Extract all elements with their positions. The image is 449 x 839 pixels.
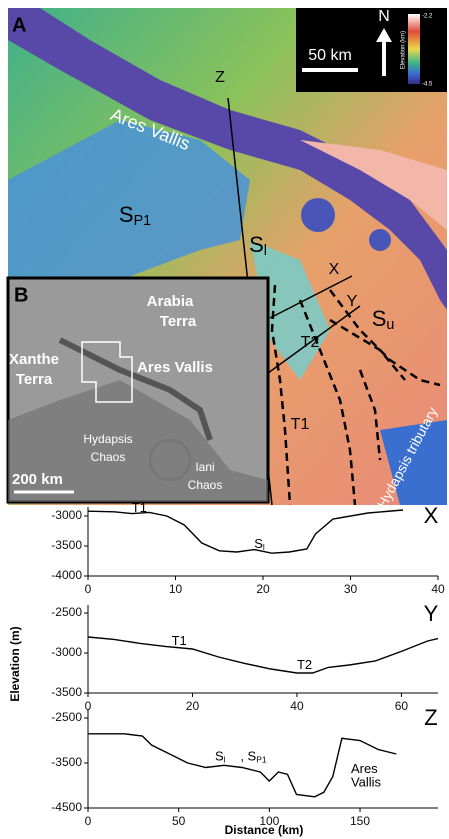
inset-label: Chaos <box>91 450 126 464</box>
inset-label: Terra <box>160 313 197 330</box>
inset: 200 km B Arabia Terra Xanthe Terra Ares Vall… <box>8 278 268 502</box>
map-label-sub: P1 <box>134 213 152 229</box>
figure: 50 km N -2.2 -4.5 Elevation (km) A Ares … <box>0 0 449 839</box>
x-tick-label: 20 <box>186 699 200 713</box>
inset-label: Ares Vallis <box>137 359 213 376</box>
map-label-main: S <box>372 306 387 331</box>
inset-label: Hydapsis <box>83 432 132 446</box>
map: 50 km N -2.2 -4.5 Elevation (km) A Ares … <box>8 8 447 511</box>
map-label-main: S <box>249 232 264 257</box>
map-label: T2 <box>301 334 320 351</box>
annotation: T2 <box>297 657 312 672</box>
x-tick-label: 20 <box>256 582 270 596</box>
annotation-main: T1 <box>132 500 147 515</box>
colorbar-title: Elevation (km) <box>401 31 407 69</box>
x-tick-label: 30 <box>344 582 358 596</box>
annotation-sub: l <box>263 542 265 552</box>
inset-panel-label: B <box>14 284 28 306</box>
crater <box>301 198 335 232</box>
annotation: , SP1 <box>240 749 267 765</box>
profile-line <box>88 510 403 553</box>
annotation-main: S <box>215 749 224 764</box>
colorbar <box>408 14 420 84</box>
colorbar-max: -2.2 <box>422 14 433 20</box>
annotation: T1 <box>132 500 147 515</box>
inset-label: Iani <box>195 460 214 474</box>
y-tick-label: -2500 <box>51 605 82 619</box>
crater <box>369 229 391 251</box>
map-label: Z <box>215 69 225 86</box>
annotation-main: T2 <box>297 657 312 672</box>
inset-label: Xanthe <box>9 351 59 368</box>
map-label-sub: u <box>386 317 394 333</box>
inset-scale-label: 200 km <box>12 471 63 488</box>
y-tick-label: -3500 <box>51 685 82 699</box>
map-label-main: Y <box>347 293 358 310</box>
y-tick-label: -4500 <box>51 800 82 814</box>
profile-label: Z <box>424 705 437 730</box>
map-label-main: T2 <box>301 334 320 351</box>
x-tick-label: 0 <box>85 814 92 828</box>
map-label-main: Z <box>215 69 225 86</box>
x-tick-label: 100 <box>259 814 279 828</box>
x-tick-label: 10 <box>169 582 183 596</box>
y-tick-label: -3500 <box>51 755 82 769</box>
annotation: Vallis <box>351 775 382 790</box>
annotation: Sl <box>215 749 226 765</box>
y-tick-label: -4000 <box>51 568 82 582</box>
y-tick-label: -3500 <box>51 538 82 552</box>
map-label: T1 <box>291 416 310 433</box>
map-label-main: X <box>329 261 340 278</box>
inset-label: Arabia <box>147 293 194 310</box>
annotation: Sl <box>254 536 265 552</box>
colorbar-min: -4.5 <box>422 82 433 88</box>
scale-label: 50 km <box>308 47 352 64</box>
profile-label: Y <box>424 601 439 626</box>
inset-label: Chaos <box>188 478 223 492</box>
y-axis-label: Elevation (m) <box>8 626 22 701</box>
x-tick-label: 40 <box>290 699 304 713</box>
annotation-main: Vallis <box>351 775 382 790</box>
y-tick-label: -3000 <box>51 645 82 659</box>
x-tick-label: 60 <box>395 699 409 713</box>
annotation-main: T1 <box>172 633 187 648</box>
profile-line <box>88 637 438 673</box>
y-tick-label: -3000 <box>51 508 82 522</box>
panel-label: A <box>12 14 26 36</box>
annotation-sub: P1 <box>256 755 267 765</box>
map-label: Y <box>347 293 358 310</box>
north-label: N <box>378 8 390 25</box>
x-tick-label: 50 <box>172 814 186 828</box>
x-tick-label: 150 <box>350 814 370 828</box>
inset-label: Terra <box>16 371 53 388</box>
y-tick-label: -2500 <box>51 710 82 724</box>
x-tick-label: 40 <box>431 582 445 596</box>
annotation-main: , S <box>240 749 256 764</box>
annotation-sub: l <box>224 755 226 765</box>
annotation: T1 <box>172 633 187 648</box>
map-label-main: S <box>119 202 134 227</box>
annotation-main: S <box>254 536 263 551</box>
map-label-main: T1 <box>291 416 310 433</box>
profile-label: X <box>424 503 439 528</box>
map-label: X <box>329 261 340 278</box>
x-tick-label: 0 <box>85 582 92 596</box>
map-label-sub: l <box>264 243 267 259</box>
